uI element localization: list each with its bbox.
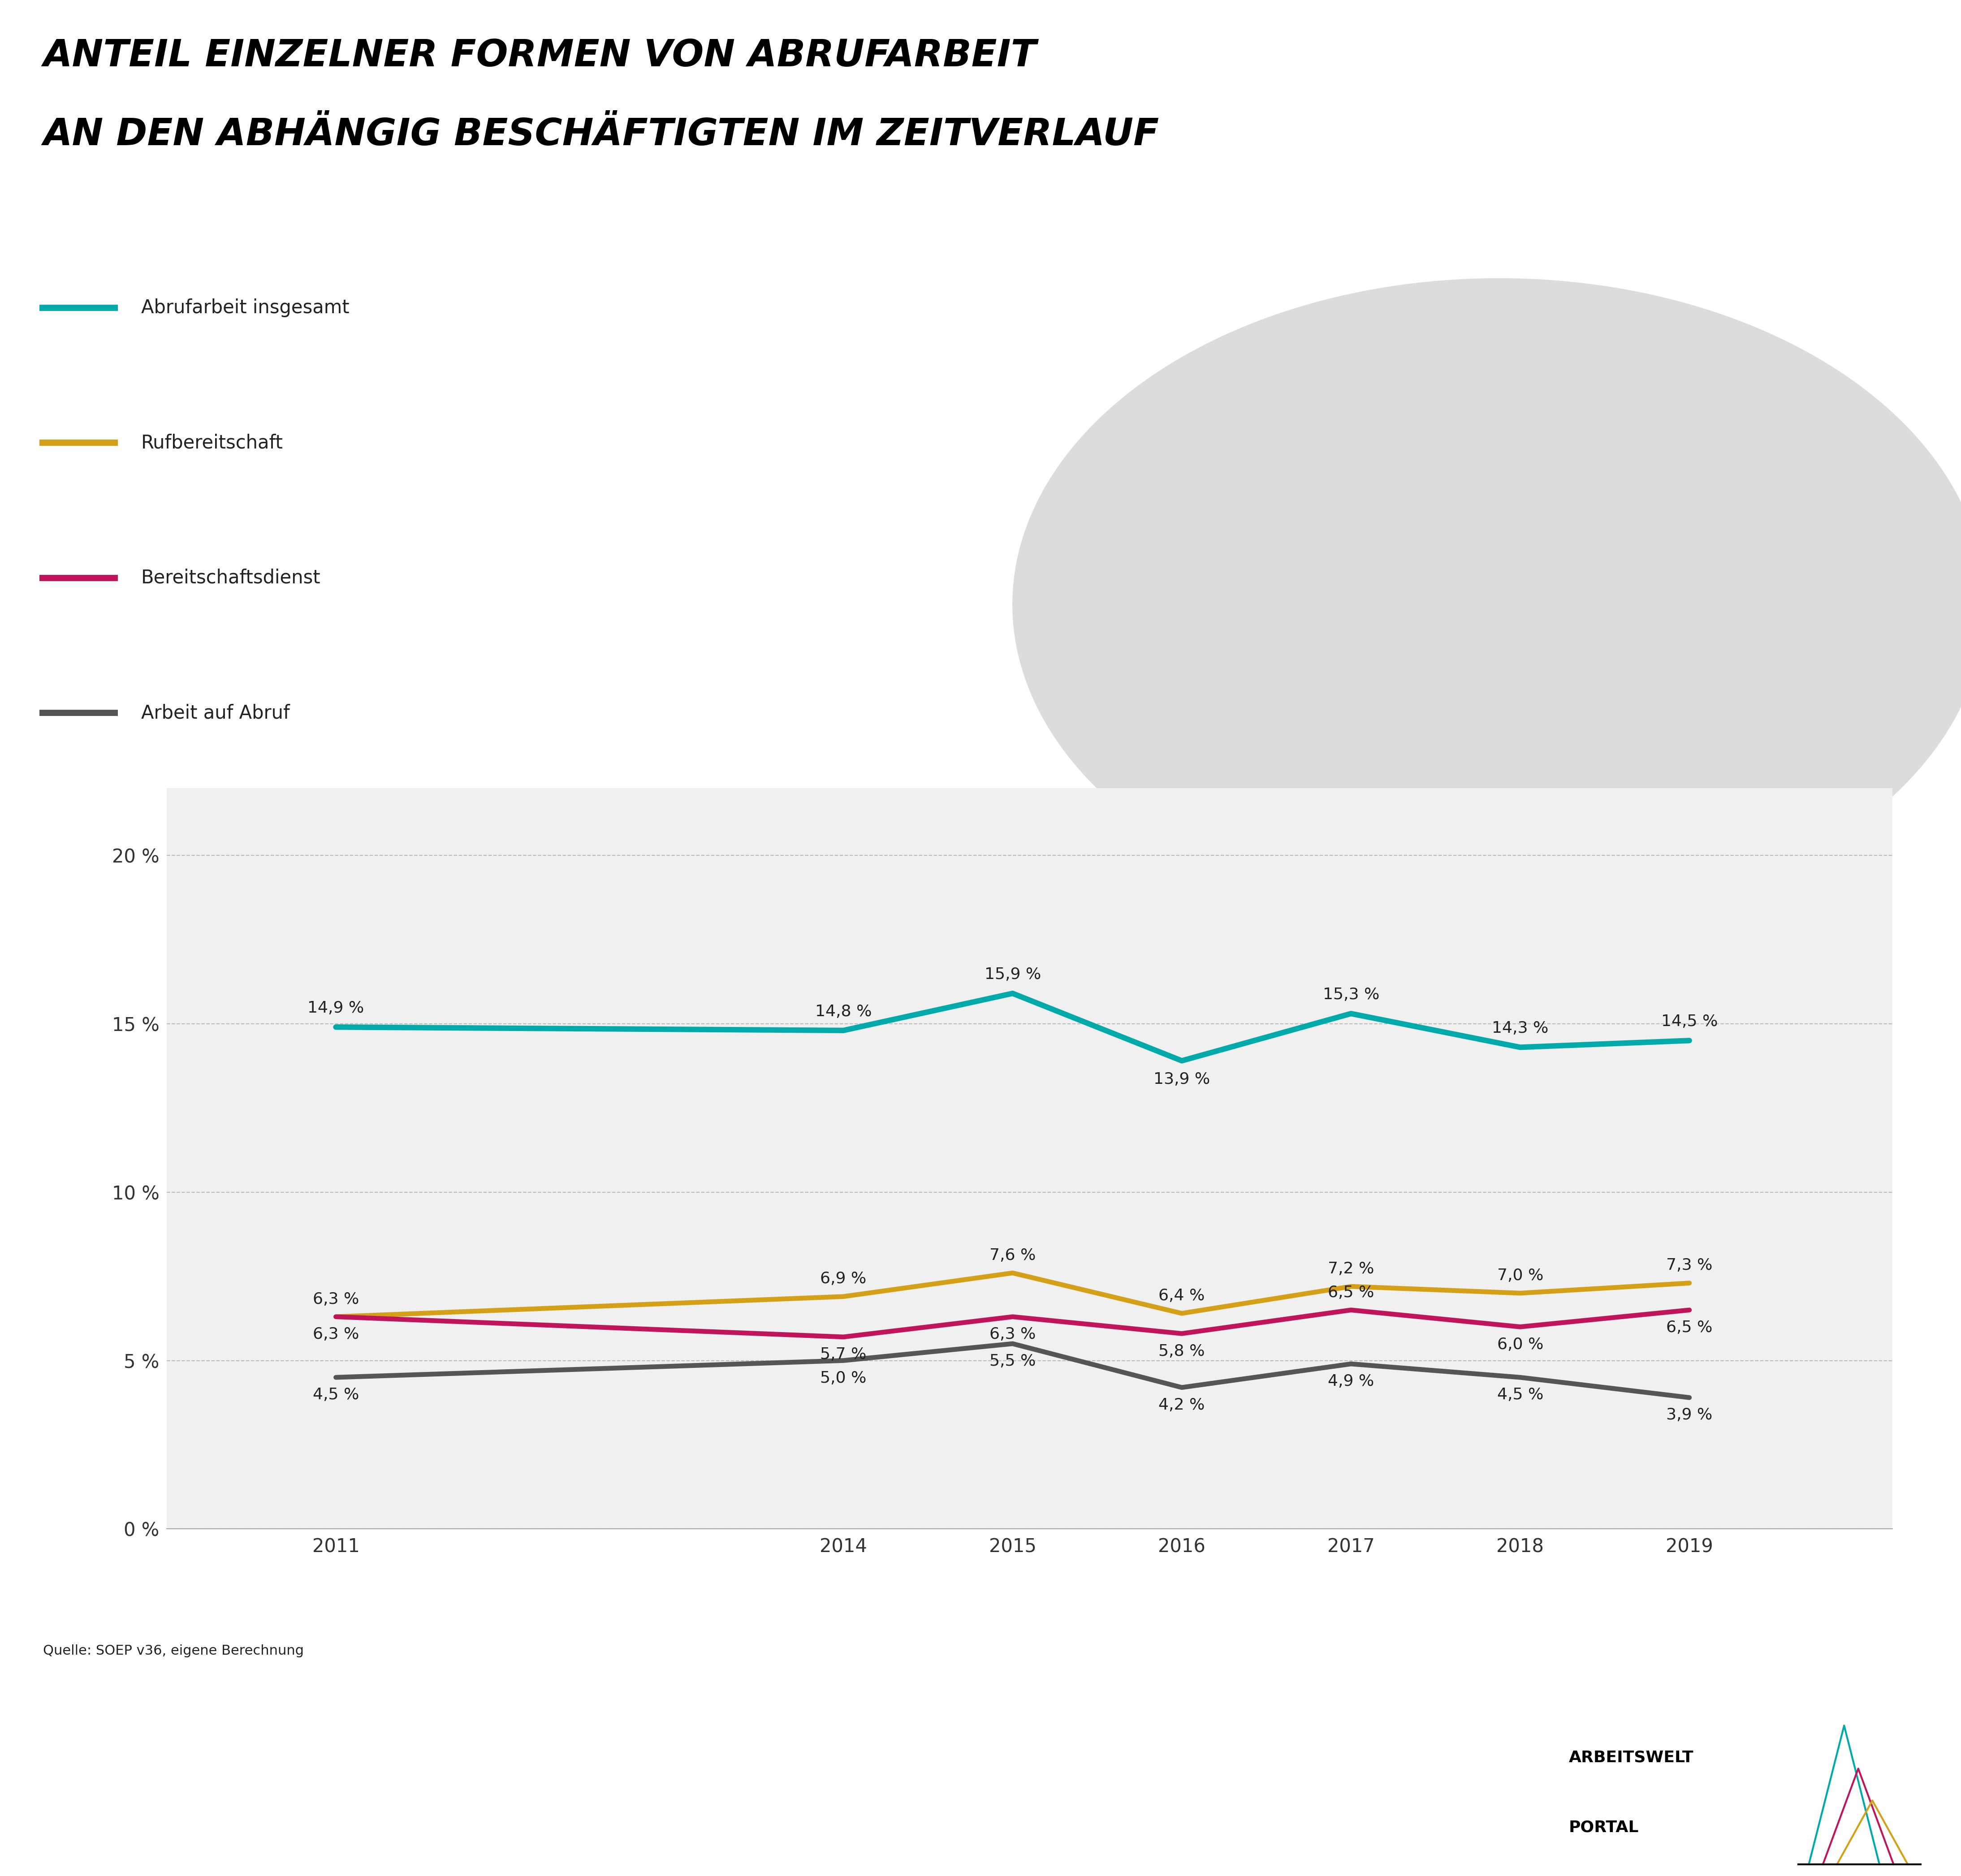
Text: AN DEN ABHÄNGIG BESCHÄFTIGTEN IM ZEITVERLAUF: AN DEN ABHÄNGIG BESCHÄFTIGTEN IM ZEITVER… (43, 116, 1159, 152)
Text: 14,5 %: 14,5 % (1661, 1015, 1718, 1030)
Text: Arbeit auf Abruf: Arbeit auf Abruf (141, 704, 290, 722)
Text: Abrufarbeit insgesamt: Abrufarbeit insgesamt (141, 298, 349, 317)
Text: ARBEITSWELT: ARBEITSWELT (1569, 1750, 1694, 1765)
Text: 14,3 %: 14,3 % (1492, 1021, 1549, 1036)
Ellipse shape (1012, 278, 1961, 930)
Text: Bereitschaftsdienst: Bereitschaftsdienst (141, 568, 322, 587)
Text: Quelle: SOEP v36, eigene Berechnung: Quelle: SOEP v36, eigene Berechnung (43, 1645, 304, 1657)
Text: 4,5 %: 4,5 % (1496, 1388, 1543, 1403)
Text: 5,0 %: 5,0 % (820, 1371, 867, 1386)
Text: 7,0 %: 7,0 % (1496, 1268, 1543, 1283)
Text: 4,9 %: 4,9 % (1328, 1373, 1375, 1388)
Text: 14,9 %: 14,9 % (308, 1000, 365, 1017)
Text: 6,0 %: 6,0 % (1496, 1338, 1543, 1353)
Text: 6,3 %: 6,3 % (990, 1326, 1035, 1341)
Text: 7,3 %: 7,3 % (1667, 1259, 1712, 1274)
Text: Rufbereitschaft: Rufbereitschaft (141, 433, 282, 452)
Text: 15,3 %: 15,3 % (1322, 987, 1379, 1002)
Text: 14,8 %: 14,8 % (816, 1004, 873, 1019)
Text: 6,5 %: 6,5 % (1667, 1321, 1712, 1336)
Text: 15,9 %: 15,9 % (984, 966, 1041, 983)
Text: 4,5 %: 4,5 % (312, 1388, 359, 1403)
Text: 6,3 %: 6,3 % (312, 1291, 359, 1308)
Text: 5,5 %: 5,5 % (990, 1354, 1035, 1369)
Text: 7,2 %: 7,2 % (1328, 1261, 1375, 1276)
Text: 5,7 %: 5,7 % (820, 1347, 867, 1362)
Text: 4,2 %: 4,2 % (1159, 1398, 1204, 1413)
Text: 3,9 %: 3,9 % (1667, 1407, 1712, 1422)
Text: 7,6 %: 7,6 % (990, 1248, 1035, 1263)
Text: 6,5 %: 6,5 % (1328, 1285, 1375, 1300)
Text: 13,9 %: 13,9 % (1153, 1071, 1210, 1088)
Text: PORTAL: PORTAL (1569, 1820, 1639, 1835)
Text: 5,8 %: 5,8 % (1159, 1343, 1204, 1358)
Text: 6,3 %: 6,3 % (312, 1326, 359, 1341)
Text: 6,4 %: 6,4 % (1159, 1289, 1204, 1304)
Text: ANTEIL EINZELNER FORMEN VON ABRUFARBEIT: ANTEIL EINZELNER FORMEN VON ABRUFARBEIT (43, 38, 1037, 73)
Text: 6,9 %: 6,9 % (820, 1272, 867, 1287)
